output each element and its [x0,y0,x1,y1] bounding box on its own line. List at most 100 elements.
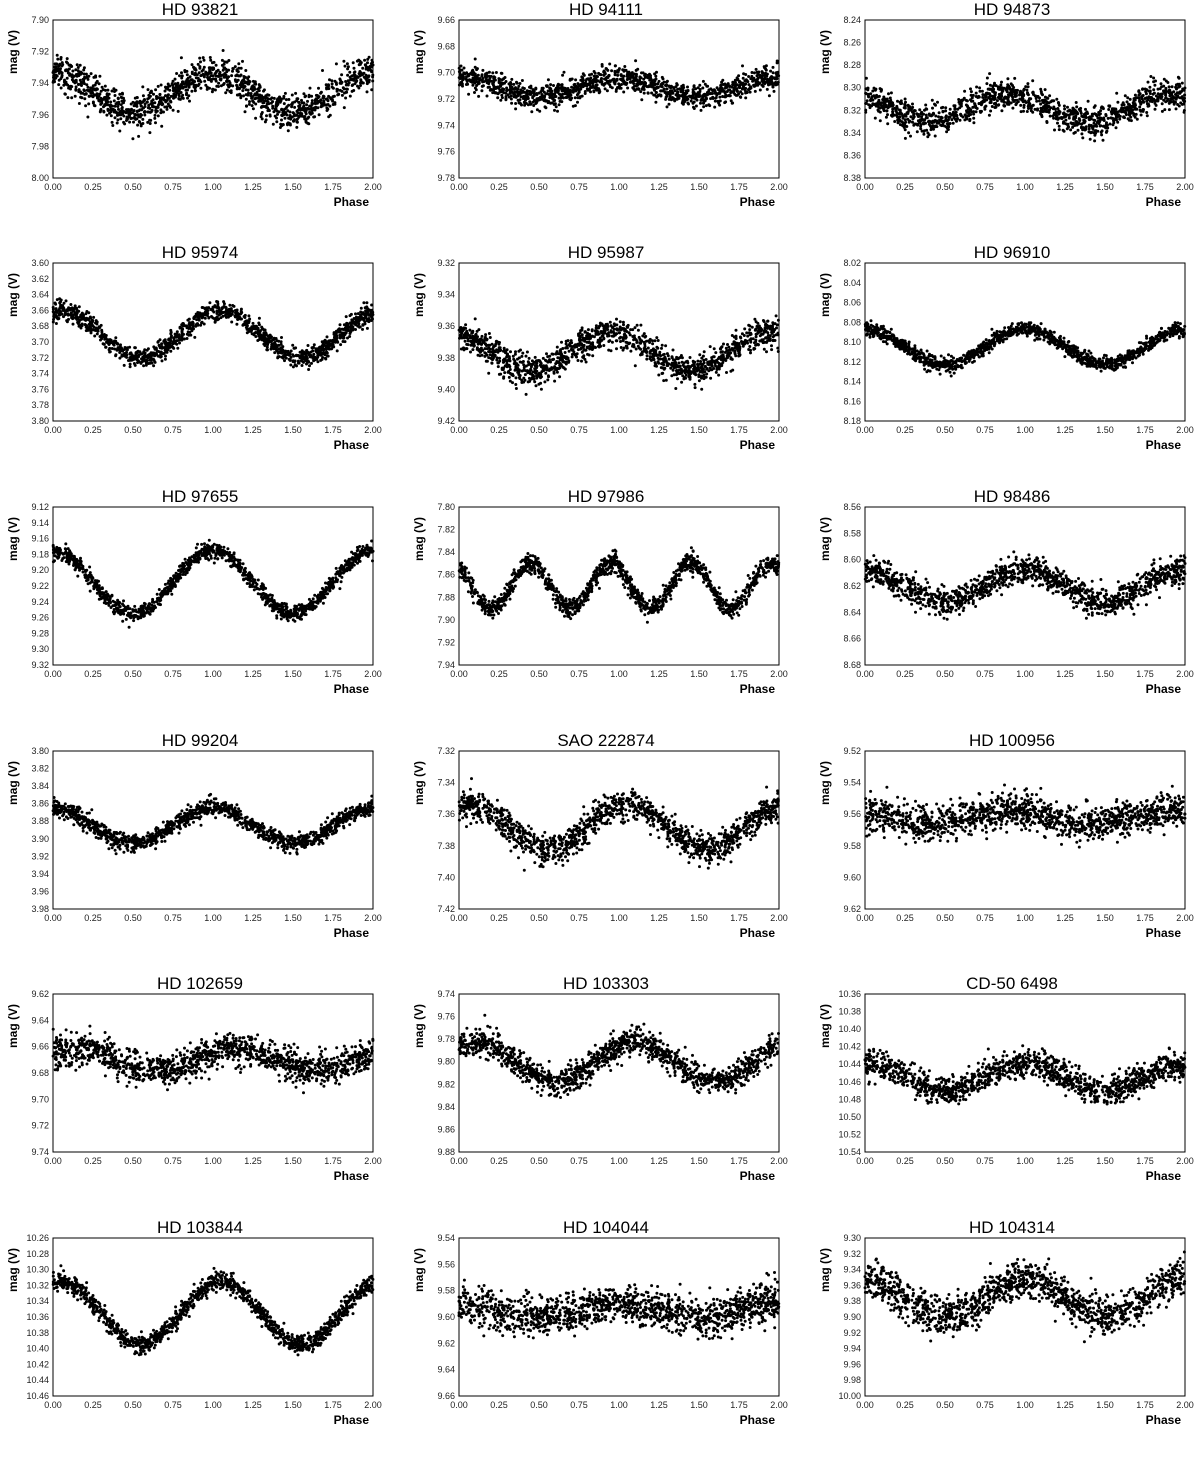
data-point [1122,106,1125,110]
data-point [511,87,515,91]
data-point [183,85,187,89]
data-point [93,334,97,338]
data-point [505,86,509,90]
data-point [613,69,617,73]
x-tick-label: 0.75 [570,182,588,192]
x-tick-label: 1.00 [204,182,222,192]
data-point [118,92,122,96]
data-point [665,92,669,96]
data-point [119,117,123,121]
data-point [921,118,925,122]
x-tick-label: 0.00 [856,182,874,192]
data-point [919,127,923,131]
data-point [466,72,470,76]
data-point [84,72,88,76]
data-point [283,116,287,120]
data-point [1056,107,1060,110]
data-point [517,101,521,105]
data-point [371,79,375,83]
data-point [361,81,365,85]
data-point [937,121,941,124]
data-point [237,62,241,66]
data-point [714,91,718,95]
data-point [212,310,216,314]
data-point [1099,109,1103,113]
data-point [1065,127,1069,131]
data-point [1083,119,1087,123]
data-point [1040,113,1044,117]
data-point [751,79,755,83]
data-point [922,132,926,136]
data-point [991,88,995,92]
data-point [164,85,167,89]
data-point [253,97,257,101]
data-point [1005,96,1009,100]
data-point [256,87,260,91]
data-point [303,107,307,110]
data-point [701,98,705,102]
data-point [1120,103,1124,107]
data-point [526,90,530,94]
data-point [346,325,350,329]
data-point [709,91,712,95]
data-point [978,86,982,90]
plot-frame [52,262,374,422]
data-point [588,73,591,77]
data-point [641,81,645,84]
data-point [1031,91,1035,95]
data-point [141,117,145,121]
data-point [754,67,758,71]
data-point [1086,99,1090,103]
data-point [230,320,234,324]
data-point [515,89,519,93]
data-point [97,82,101,86]
data-point [705,84,709,88]
data-point [185,80,188,84]
data-point [176,109,180,113]
data-point [141,94,145,98]
data-point [556,88,560,92]
data-point [371,73,375,77]
data-point [621,79,625,83]
data-point [622,74,626,78]
data-point [615,78,619,82]
data-point [284,356,288,360]
data-point [351,61,355,65]
data-point [744,82,748,86]
data-point [320,357,324,361]
data-point [118,129,122,133]
data-point [100,85,104,89]
data-point [898,100,902,104]
data-point [1038,96,1041,100]
data-point [477,81,481,85]
data-point [561,73,565,77]
data-point [262,99,266,103]
data-point [937,111,941,115]
data-point [509,85,512,89]
data-point [713,99,717,103]
data-point [497,86,501,90]
data-point [491,71,495,75]
data-point [530,110,534,114]
data-point [983,93,987,97]
data-point [970,96,974,100]
data-point [280,107,284,111]
data-point [947,122,951,126]
data-point [1106,116,1110,120]
data-point [571,90,575,94]
data-point [364,67,368,71]
data-point [1097,113,1101,117]
data-point [128,362,132,366]
data-point [704,104,708,108]
data-point [770,75,774,79]
data-point [1182,109,1186,112]
data-point [354,312,357,316]
data-point [60,304,64,308]
data-point [87,94,91,98]
data-point [1180,102,1184,106]
data-point [1048,108,1051,112]
data-point [987,113,991,117]
data-point [57,313,61,317]
data-point [296,361,300,365]
data-point [538,109,542,113]
